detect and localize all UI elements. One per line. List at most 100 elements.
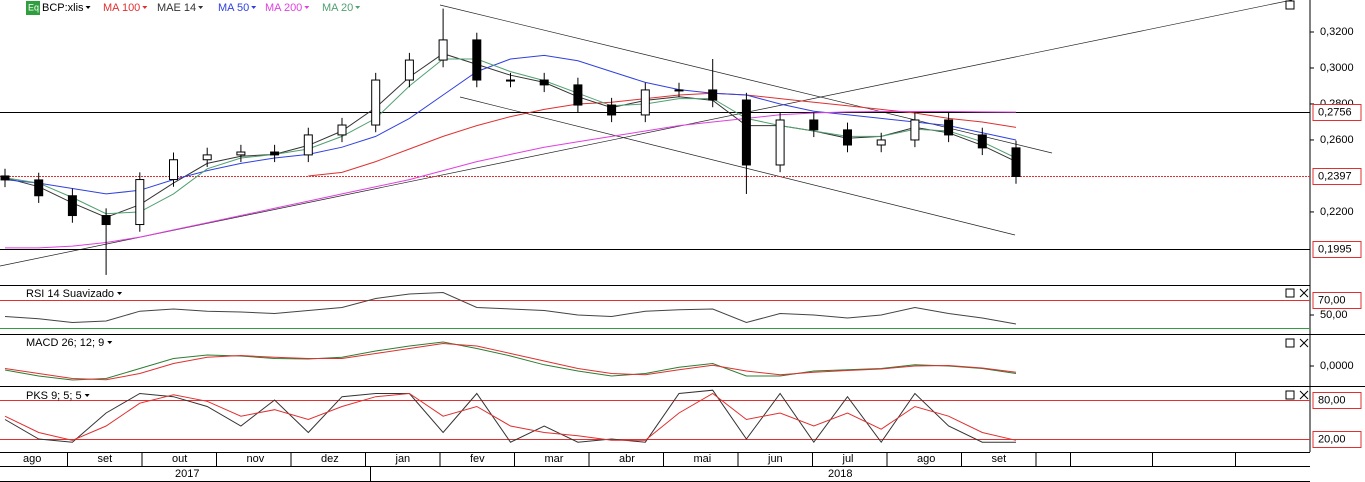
month-label: jun <box>767 453 783 465</box>
legend-entry: MA 100 <box>103 2 140 14</box>
level-label: 70,00 <box>1318 294 1346 306</box>
candle-body <box>135 179 145 226</box>
candle-body <box>910 119 920 141</box>
candle-body <box>169 159 178 181</box>
legend-entry: MAE 14 <box>157 2 196 14</box>
dropdown-arrow <box>251 6 257 9</box>
maximize-button[interactable] <box>1285 390 1295 400</box>
candle-body <box>607 104 617 116</box>
candle-body <box>404 59 414 81</box>
candle-body <box>506 79 515 82</box>
dropdown-arrow <box>85 6 91 9</box>
dropdown-arrow <box>142 6 148 9</box>
y-tick-label: 0,0000 <box>1320 360 1354 372</box>
month-label: abr <box>619 453 635 465</box>
level-box <box>1312 392 1362 409</box>
month-label: nov <box>247 453 265 465</box>
dropdown-arrow <box>198 6 204 9</box>
candle-body <box>573 84 583 106</box>
y-tick-label: 0,3200 <box>1320 26 1354 38</box>
candle-body <box>809 119 819 131</box>
dropdown-arrow <box>107 341 113 344</box>
candle-body <box>34 179 44 197</box>
candle-body <box>67 195 77 217</box>
panel-title: RSI 14 Suavizado <box>26 288 114 300</box>
candle-body <box>539 79 549 86</box>
panel-title: MACD 26; 12; 9 <box>26 337 104 349</box>
month-label: out <box>172 453 187 465</box>
level-label: 20,00 <box>1318 433 1346 445</box>
candle-body <box>337 124 347 136</box>
candle-body <box>876 139 886 146</box>
candle-body <box>270 151 280 156</box>
candle-body <box>303 134 313 156</box>
dropdown-arrow <box>84 394 90 397</box>
indicator-line <box>4 389 1016 444</box>
level-box <box>1312 292 1362 309</box>
legend-entry: MA 20 <box>322 2 353 14</box>
candle-body <box>101 215 111 226</box>
month-label: set <box>98 453 113 465</box>
y-tick-label: 0,2600 <box>1320 134 1354 146</box>
candle-body <box>371 79 381 126</box>
legend-entry: MA 200 <box>265 2 302 14</box>
indicator-line <box>4 341 1017 381</box>
candle-body <box>775 119 785 166</box>
month-label: dez <box>321 453 339 465</box>
candle-body <box>1011 147 1021 177</box>
month-label: jul <box>842 453 854 465</box>
maximize-button[interactable] <box>1285 288 1295 298</box>
indicator-line <box>4 291 1017 325</box>
candle-body <box>472 39 482 81</box>
candle-body <box>236 151 246 156</box>
close-button[interactable] <box>1299 390 1309 400</box>
month-label: set <box>992 453 1007 465</box>
month-label: ago <box>917 453 935 465</box>
month-label: mar <box>545 453 564 465</box>
dropdown-arrow <box>355 6 361 9</box>
dropdown-arrow <box>304 6 310 9</box>
maximize-button[interactable] <box>1285 0 1295 10</box>
level-box <box>1312 241 1362 258</box>
candle-body <box>843 129 852 146</box>
year-label: 2017 <box>175 468 199 480</box>
legend-entry: MA 50 <box>218 2 249 14</box>
badge-label: Eq <box>28 2 39 12</box>
month-label: jan <box>395 453 411 465</box>
panel-title: PKS 9; 5; 5 <box>26 390 82 402</box>
level-label: 0,2756 <box>1318 106 1352 118</box>
panel-buttons <box>1285 0 1309 400</box>
moving-average <box>5 111 1017 249</box>
level-box <box>1312 168 1362 185</box>
candle-body <box>708 89 718 101</box>
level-label: 0,1995 <box>1318 243 1352 255</box>
candle-body <box>944 119 954 136</box>
close-button[interactable] <box>1299 338 1309 348</box>
candle-body <box>674 89 684 92</box>
dropdown-arrow <box>117 292 123 295</box>
candle-body <box>202 154 212 161</box>
y-tick-label: 50,00 <box>1320 309 1348 321</box>
y-tick-label: 0,2200 <box>1320 206 1354 218</box>
maximize-button[interactable] <box>1285 338 1295 348</box>
indicator-line <box>4 342 1017 381</box>
month-label: fev <box>470 453 485 465</box>
candle-body <box>0 175 10 181</box>
legend-entry: BCP:xlis <box>42 2 84 14</box>
candle-body <box>640 89 650 116</box>
candle-body <box>741 99 751 166</box>
level-box <box>1312 104 1362 121</box>
close-button[interactable] <box>1299 288 1309 298</box>
month-label: mai <box>694 453 712 465</box>
indicator-line <box>4 392 1017 441</box>
candle-body <box>438 39 448 61</box>
month-label: ago <box>23 453 41 465</box>
y-tick-label: 0,3000 <box>1320 62 1354 74</box>
level-label: 0,2397 <box>1318 170 1352 182</box>
trend-line <box>0 0 1293 267</box>
badge <box>26 1 40 15</box>
level-label: 80,00 <box>1318 394 1346 406</box>
candle-body <box>977 134 987 149</box>
